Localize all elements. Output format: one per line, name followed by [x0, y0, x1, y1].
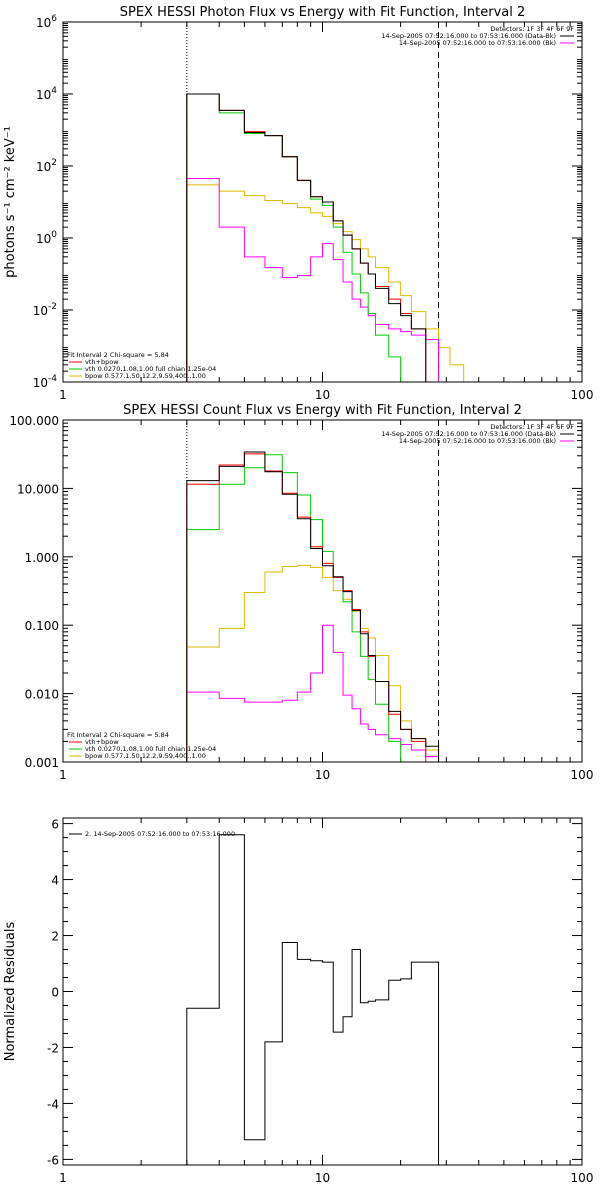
chart-panel-3: Normalized Residuals 1 10 100 -6 -4 -2 0 2 4 6 2. 1…	[3, 817, 594, 1185]
legend-entry: vth+bpow	[85, 358, 119, 366]
series-group	[186, 834, 440, 1165]
y-tick-label: 6	[51, 818, 59, 832]
y-tick-label: 0.001	[25, 756, 59, 770]
chart-panel-1: SPEX HESSI Photon Flux vs Energy with Fi…	[3, 5, 594, 402]
header-line: 14-Sep-2005 07:52:16.000 to 07:53:16.000…	[381, 430, 556, 438]
chart-panel-2: SPEX HESSI Count Flux vs Energy with Fit…	[9, 403, 594, 782]
legend-entry: bpow 0.577,1.50,12.2,9.59,400.,1.00	[85, 372, 206, 380]
x-tick-label: 10	[315, 1171, 330, 1185]
x-tick-label: 100	[571, 768, 594, 782]
y-tick-label: 104	[36, 86, 57, 102]
y-tick-label: 0	[51, 986, 59, 1000]
series-line-4	[186, 453, 427, 762]
y-tick-label: 0.010	[25, 688, 59, 702]
y-tick-label: 10-4	[33, 374, 58, 390]
x-tick-label: 10	[315, 768, 330, 782]
legend-entry: Fit Interval 2 Chi-square = 5.84	[67, 351, 169, 359]
y-tick-label: 1.000	[25, 551, 59, 565]
series-line-1	[186, 184, 480, 382]
y-tick-label: 100.000	[9, 414, 59, 428]
header-line: 14-Sep-2005 07:52:16.000 to 07:53:16.000…	[399, 437, 556, 445]
series-line-5	[186, 451, 440, 762]
series-line-1	[186, 834, 440, 1165]
header-line: 14-Sep-2005 07:52:16.000 to 07:53:16.000…	[399, 39, 556, 47]
axes-frame	[62, 21, 583, 383]
legend-entry: vth 0.0270,1.08,1.00 full chian 1.25e-04	[85, 745, 216, 753]
x-tick-label: 1	[59, 388, 67, 402]
y-tick-label: 0.100	[25, 619, 59, 633]
y-tick-label: 102	[36, 158, 57, 174]
y-axis-label: photons s⁻¹ cm⁻² keV⁻¹	[3, 126, 18, 278]
chart-title: SPEX HESSI Count Flux vs Energy with Fit…	[123, 403, 522, 418]
y-tick-label: 10.000	[17, 482, 59, 496]
y-tick-label: 106	[36, 14, 57, 30]
axes-frame	[62, 419, 583, 763]
y-tick-label: -2	[47, 1041, 59, 1055]
series-line-5	[186, 93, 427, 382]
series-group	[186, 451, 440, 762]
y-tick-label: -4	[47, 1097, 59, 1111]
axes-frame	[62, 817, 583, 1166]
series-group	[186, 93, 480, 382]
x-tick-label: 100	[571, 388, 594, 402]
y-tick-label: 10-2	[33, 302, 57, 318]
header-line: Detectors: 1F 3F 4F 6F 9F	[490, 25, 574, 33]
y-tick-label: -6	[47, 1153, 59, 1167]
y-axis-label: Normalized Residuals	[3, 922, 18, 1062]
x-tick-label: 100	[571, 1171, 594, 1185]
legend-entry: Fit Interval 2 Chi-square = 5.84	[67, 731, 169, 739]
y-tick-label: 4	[51, 874, 59, 888]
legend-entry: 2. 14-Sep-2005 07:52:16.000 to 07:53:16.…	[85, 830, 235, 838]
x-tick-label: 10	[315, 388, 330, 402]
header-line: 14-Sep-2005 07:52:16.000 to 07:53:16.000…	[381, 32, 556, 40]
x-tick-label: 1	[59, 768, 67, 782]
header-line: Detectors: 1F 3F 4F 6F 9F	[490, 423, 574, 431]
legend-entry: vth+bpow	[85, 738, 119, 746]
series-line-3	[186, 454, 402, 762]
x-tick-label: 1	[59, 1171, 67, 1185]
legend-entry: vth 0.0270,1.08,1.00 full chian 1.25e-04	[85, 365, 216, 373]
y-tick-label: 2	[51, 930, 59, 944]
legend-entry: bpow 0.577,1.50,12.2,9.59,400.,1.00	[85, 752, 206, 760]
series-line-2	[186, 177, 451, 382]
y-tick-label: 100	[36, 230, 57, 246]
chart-title: SPEX HESSI Photon Flux vs Energy with Fi…	[120, 5, 526, 20]
chart-panels: SPEX HESSI Photon Flux vs Energy with Fi…	[3, 5, 594, 1185]
